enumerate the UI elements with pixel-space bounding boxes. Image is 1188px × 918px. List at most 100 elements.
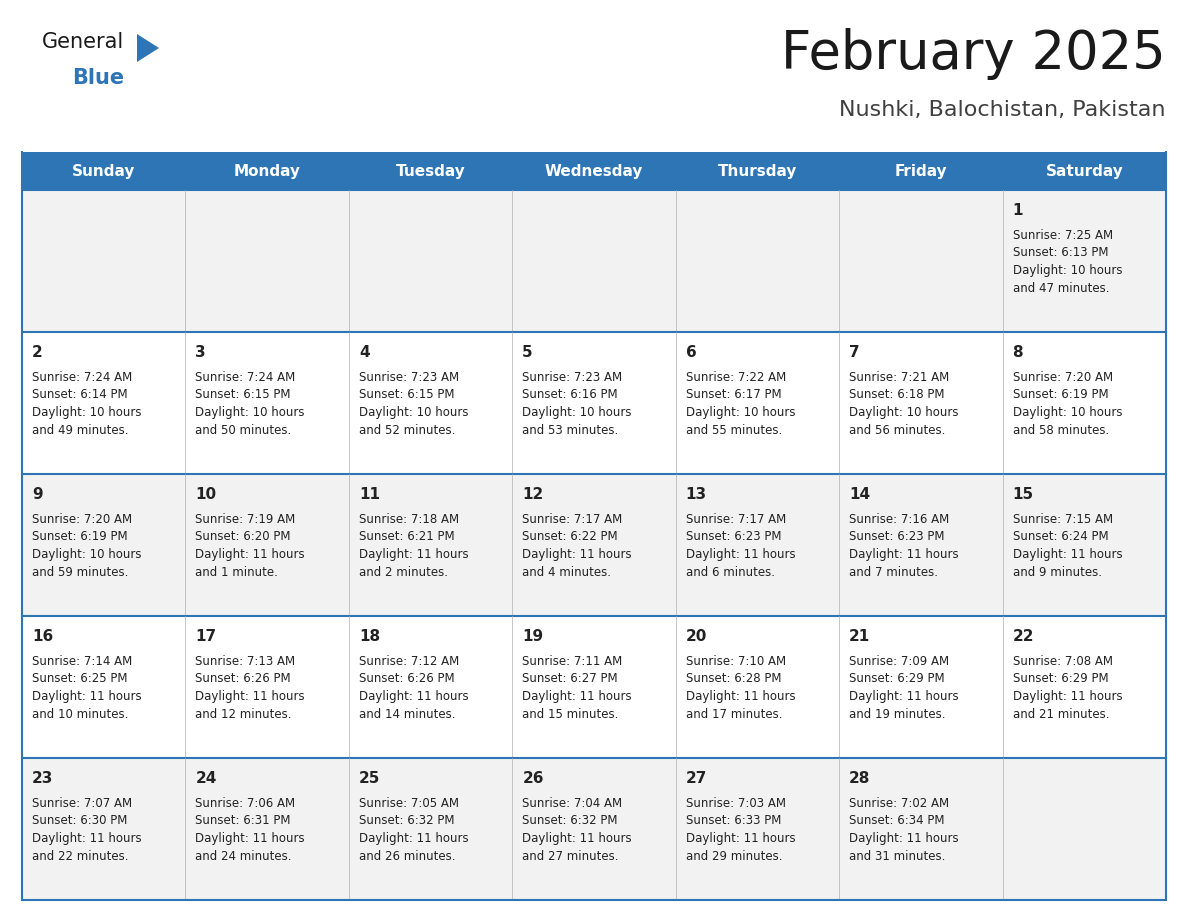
Text: 14: 14 (849, 487, 871, 502)
Text: and 17 minutes.: and 17 minutes. (685, 708, 782, 721)
Text: Sunset: 6:15 PM: Sunset: 6:15 PM (359, 388, 454, 401)
Text: and 26 minutes.: and 26 minutes. (359, 849, 455, 863)
Text: 6: 6 (685, 345, 696, 360)
Text: Sunrise: 7:13 AM: Sunrise: 7:13 AM (196, 655, 296, 668)
Text: Sunrise: 7:21 AM: Sunrise: 7:21 AM (849, 371, 949, 384)
Text: Daylight: 10 hours: Daylight: 10 hours (685, 406, 795, 419)
Text: Sunrise: 7:05 AM: Sunrise: 7:05 AM (359, 797, 459, 810)
Text: 13: 13 (685, 487, 707, 502)
Text: and 9 minutes.: and 9 minutes. (1012, 565, 1101, 578)
Text: General: General (42, 32, 125, 52)
Text: Sunset: 6:30 PM: Sunset: 6:30 PM (32, 814, 127, 827)
Bar (23, 616, 1165, 758)
Text: Daylight: 10 hours: Daylight: 10 hours (32, 406, 141, 419)
Text: Sunset: 6:28 PM: Sunset: 6:28 PM (685, 673, 782, 686)
Text: Sunrise: 7:25 AM: Sunrise: 7:25 AM (1012, 229, 1113, 242)
Text: and 7 minutes.: and 7 minutes. (849, 565, 939, 578)
Text: and 52 minutes.: and 52 minutes. (359, 423, 455, 436)
Text: 1: 1 (1012, 203, 1023, 218)
Text: 5: 5 (523, 345, 533, 360)
Text: and 10 minutes.: and 10 minutes. (32, 708, 128, 721)
Text: and 56 minutes.: and 56 minutes. (849, 423, 946, 436)
Text: and 4 minutes.: and 4 minutes. (523, 565, 612, 578)
Text: and 6 minutes.: and 6 minutes. (685, 565, 775, 578)
Polygon shape (137, 34, 159, 62)
Text: Daylight: 11 hours: Daylight: 11 hours (359, 548, 468, 561)
Text: Sunset: 6:29 PM: Sunset: 6:29 PM (1012, 673, 1108, 686)
Bar (23, 332, 1165, 474)
Text: 2: 2 (32, 345, 43, 360)
Text: and 47 minutes.: and 47 minutes. (1012, 282, 1110, 295)
Text: Sunset: 6:21 PM: Sunset: 6:21 PM (359, 531, 455, 543)
Text: 27: 27 (685, 771, 707, 786)
Text: Blue: Blue (72, 68, 124, 88)
Text: Daylight: 10 hours: Daylight: 10 hours (196, 406, 305, 419)
Text: Sunset: 6:19 PM: Sunset: 6:19 PM (1012, 388, 1108, 401)
Text: and 49 minutes.: and 49 minutes. (32, 423, 128, 436)
Text: Daylight: 11 hours: Daylight: 11 hours (359, 832, 468, 845)
Text: 9: 9 (32, 487, 43, 502)
Text: Friday: Friday (895, 163, 947, 178)
Text: Sunrise: 7:20 AM: Sunrise: 7:20 AM (1012, 371, 1113, 384)
Text: Daylight: 10 hours: Daylight: 10 hours (1012, 264, 1123, 277)
Text: and 12 minutes.: and 12 minutes. (196, 708, 292, 721)
Text: 26: 26 (523, 771, 544, 786)
Text: 23: 23 (32, 771, 53, 786)
Bar (23, 152, 1165, 190)
Text: Sunrise: 7:11 AM: Sunrise: 7:11 AM (523, 655, 623, 668)
Text: Sunrise: 7:17 AM: Sunrise: 7:17 AM (523, 513, 623, 526)
Text: Sunset: 6:32 PM: Sunset: 6:32 PM (359, 814, 454, 827)
Text: 28: 28 (849, 771, 871, 786)
Text: 20: 20 (685, 629, 707, 644)
Text: 8: 8 (1012, 345, 1023, 360)
Text: Sunset: 6:33 PM: Sunset: 6:33 PM (685, 814, 781, 827)
Text: Daylight: 11 hours: Daylight: 11 hours (685, 548, 795, 561)
Text: Sunrise: 7:06 AM: Sunrise: 7:06 AM (196, 797, 296, 810)
Text: Sunrise: 7:19 AM: Sunrise: 7:19 AM (196, 513, 296, 526)
Text: and 21 minutes.: and 21 minutes. (1012, 708, 1110, 721)
Text: Sunset: 6:20 PM: Sunset: 6:20 PM (196, 531, 291, 543)
Text: Sunrise: 7:12 AM: Sunrise: 7:12 AM (359, 655, 459, 668)
Text: Sunset: 6:27 PM: Sunset: 6:27 PM (523, 673, 618, 686)
Text: Sunrise: 7:16 AM: Sunrise: 7:16 AM (849, 513, 949, 526)
Text: Sunrise: 7:09 AM: Sunrise: 7:09 AM (849, 655, 949, 668)
Text: Sunrise: 7:23 AM: Sunrise: 7:23 AM (359, 371, 459, 384)
Text: Daylight: 11 hours: Daylight: 11 hours (196, 832, 305, 845)
Text: Sunset: 6:23 PM: Sunset: 6:23 PM (685, 531, 782, 543)
Text: Sunset: 6:15 PM: Sunset: 6:15 PM (196, 388, 291, 401)
Text: 17: 17 (196, 629, 216, 644)
Text: 19: 19 (523, 629, 543, 644)
Text: 18: 18 (359, 629, 380, 644)
Text: Daylight: 11 hours: Daylight: 11 hours (849, 832, 959, 845)
Text: 10: 10 (196, 487, 216, 502)
Text: and 53 minutes.: and 53 minutes. (523, 423, 619, 436)
Text: and 59 minutes.: and 59 minutes. (32, 565, 128, 578)
Text: Daylight: 11 hours: Daylight: 11 hours (685, 832, 795, 845)
Text: Daylight: 11 hours: Daylight: 11 hours (523, 548, 632, 561)
Text: and 22 minutes.: and 22 minutes. (32, 849, 128, 863)
Text: Sunrise: 7:03 AM: Sunrise: 7:03 AM (685, 797, 785, 810)
Text: Saturday: Saturday (1045, 163, 1123, 178)
Text: Sunrise: 7:08 AM: Sunrise: 7:08 AM (1012, 655, 1113, 668)
Text: Daylight: 10 hours: Daylight: 10 hours (849, 406, 959, 419)
Text: and 2 minutes.: and 2 minutes. (359, 565, 448, 578)
Text: Sunset: 6:34 PM: Sunset: 6:34 PM (849, 814, 944, 827)
Text: and 14 minutes.: and 14 minutes. (359, 708, 455, 721)
Text: Daylight: 10 hours: Daylight: 10 hours (523, 406, 632, 419)
Text: Sunrise: 7:02 AM: Sunrise: 7:02 AM (849, 797, 949, 810)
Text: Sunrise: 7:07 AM: Sunrise: 7:07 AM (32, 797, 132, 810)
Text: Sunset: 6:22 PM: Sunset: 6:22 PM (523, 531, 618, 543)
Text: Sunset: 6:32 PM: Sunset: 6:32 PM (523, 814, 618, 827)
Text: Daylight: 11 hours: Daylight: 11 hours (32, 690, 141, 703)
Text: Sunset: 6:25 PM: Sunset: 6:25 PM (32, 673, 127, 686)
Text: Daylight: 11 hours: Daylight: 11 hours (196, 690, 305, 703)
Text: Sunset: 6:17 PM: Sunset: 6:17 PM (685, 388, 782, 401)
Text: Daylight: 11 hours: Daylight: 11 hours (32, 832, 141, 845)
Text: 15: 15 (1012, 487, 1034, 502)
Text: Sunrise: 7:15 AM: Sunrise: 7:15 AM (1012, 513, 1113, 526)
Text: Sunset: 6:24 PM: Sunset: 6:24 PM (1012, 531, 1108, 543)
Text: Daylight: 11 hours: Daylight: 11 hours (1012, 548, 1123, 561)
Text: February 2025: February 2025 (782, 28, 1165, 80)
Text: and 19 minutes.: and 19 minutes. (849, 708, 946, 721)
Bar (23, 190, 1165, 332)
